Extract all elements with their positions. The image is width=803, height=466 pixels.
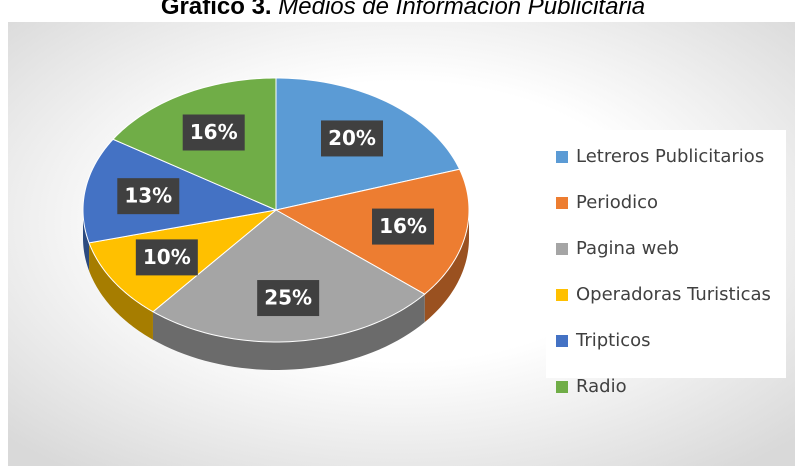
slice-side xyxy=(424,210,469,323)
data-label-box xyxy=(257,280,320,317)
data-label-box xyxy=(135,239,198,276)
slice-side xyxy=(83,210,90,271)
slice-side xyxy=(89,242,153,340)
data-label: 13% xyxy=(124,184,172,208)
legend-label: Radio xyxy=(576,376,627,397)
data-label-box xyxy=(117,178,180,215)
legend-swatch xyxy=(556,335,568,347)
legend-label: Pagina web xyxy=(576,238,679,259)
data-label: 20% xyxy=(328,126,376,150)
data-label: 16% xyxy=(379,214,427,238)
data-label: 10% xyxy=(143,245,191,269)
data-label-box xyxy=(372,208,435,245)
slice xyxy=(82,138,278,244)
slice xyxy=(152,209,426,343)
data-label: 25% xyxy=(264,286,312,310)
legend-label: Letreros Publicitarios xyxy=(576,146,764,167)
legend-swatch xyxy=(556,381,568,393)
title-bold: Gráfico 3. xyxy=(161,0,272,20)
data-label: 16% xyxy=(190,120,238,144)
legend-swatch xyxy=(556,289,568,301)
legend-box xyxy=(546,130,786,378)
slice-side xyxy=(152,294,425,370)
legend-swatch xyxy=(556,151,568,163)
legend-swatch xyxy=(556,197,568,209)
legend-label: Operadoras Turisticas xyxy=(576,284,771,305)
title-italic: Medios de Información Publicitaria xyxy=(278,0,645,20)
chart-title: Gráfico 3. Medios de Información Publici… xyxy=(161,0,645,20)
legend-swatch xyxy=(556,243,568,255)
legend-label: Periodico xyxy=(576,192,658,213)
data-label-box xyxy=(182,114,245,151)
legend-label: Tripticos xyxy=(575,330,651,351)
data-label-box xyxy=(321,120,384,157)
